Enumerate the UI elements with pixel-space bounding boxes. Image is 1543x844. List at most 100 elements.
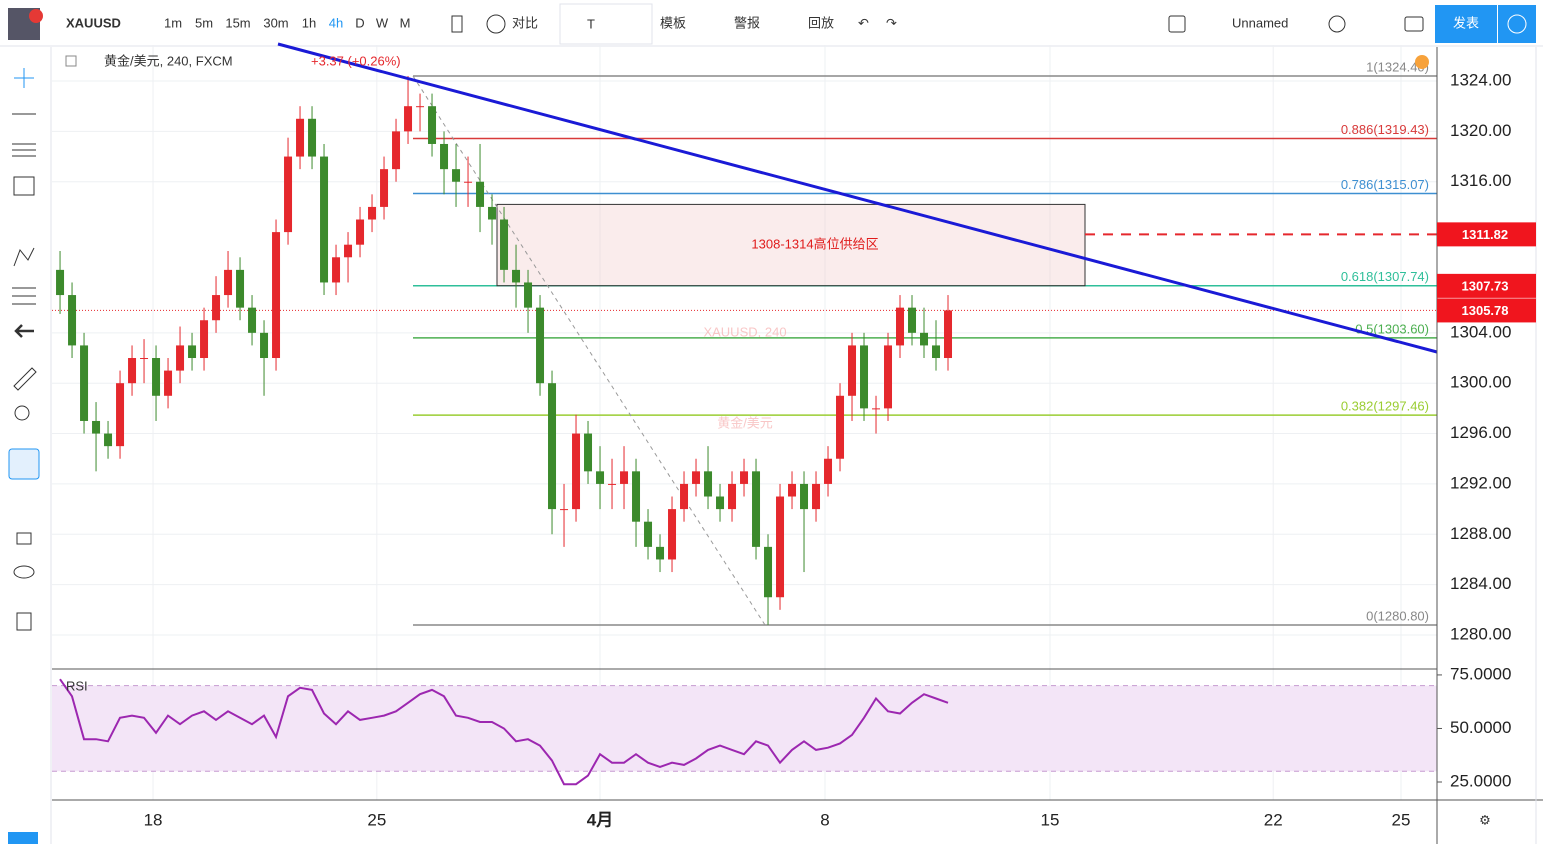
x-tick-label: 8 [820, 810, 829, 829]
zoom-tool[interactable] [14, 405, 30, 421]
chart-type-icon[interactable] [451, 15, 463, 33]
candle-body [488, 206, 497, 220]
fib-tool[interactable] [12, 143, 36, 157]
interval[interactable]: 15m [225, 15, 250, 30]
undo[interactable]: ↶ [858, 15, 869, 30]
interval[interactable]: M [400, 15, 411, 30]
candle-body [224, 269, 233, 296]
text-tool[interactable]: T [587, 16, 595, 31]
candle-body [116, 383, 125, 447]
templates[interactable]: 模板 [660, 15, 686, 30]
trash-tool[interactable] [16, 612, 32, 631]
rsi-line [59, 678, 949, 786]
alert[interactable]: 警报 [734, 15, 760, 30]
pattern-tool[interactable] [13, 247, 35, 267]
candle-body [416, 106, 425, 108]
snapshot[interactable] [1404, 16, 1424, 32]
candle-body [80, 345, 89, 421]
candle-body [692, 471, 701, 484]
candle-body [572, 433, 581, 510]
publish-button[interactable] [1435, 5, 1497, 43]
y-tick-label: 1280.00 [1450, 624, 1511, 643]
magnet-tool[interactable] [8, 448, 40, 480]
rsi-tick-label: 25.0000 [1450, 771, 1511, 790]
candle-body [392, 131, 401, 170]
shape-tool[interactable] [13, 176, 35, 196]
candle-body [92, 420, 101, 434]
crosshair[interactable] [14, 68, 34, 88]
redo[interactable]: ↷ [886, 15, 897, 30]
settings[interactable] [1328, 15, 1346, 33]
sidebar-toggle[interactable] [8, 832, 38, 844]
candle-body [344, 244, 353, 258]
replay[interactable]: 回放 [808, 15, 834, 30]
measure-tool[interactable] [12, 287, 36, 305]
zone-label: 1308-1314高位供给区 [751, 237, 878, 252]
x-tick-label: 22 [1264, 810, 1283, 829]
publish[interactable]: 发表 [1453, 15, 1479, 30]
candle-body [908, 307, 917, 333]
play-icon [1507, 14, 1527, 34]
candle-body [524, 282, 533, 308]
axis-settings[interactable]: ⚙ [1479, 812, 1491, 827]
toolbar [0, 0, 1543, 46]
lock-tool[interactable] [16, 532, 32, 545]
interval[interactable]: 5m [195, 15, 213, 30]
price-label-box [1437, 273, 1536, 298]
watermark: XAUUSD, 240 [703, 324, 786, 339]
fib-label: 0.886(1319.43) [1341, 122, 1429, 137]
fullscreen-box[interactable] [1168, 15, 1186, 33]
candle-body [716, 496, 725, 510]
candle-body [476, 181, 485, 207]
candle-body [800, 483, 809, 510]
interval[interactable]: 4h [329, 15, 343, 30]
rsi-tick-label: 50.0000 [1450, 718, 1511, 737]
alert-dot [1415, 55, 1429, 69]
price-label: 1307.73 [1462, 278, 1509, 293]
candle-body [680, 483, 689, 510]
candle-body [836, 395, 845, 459]
interval[interactable]: D [355, 15, 364, 30]
play-button[interactable] [1498, 5, 1536, 43]
supply-zone [496, 203, 1086, 287]
candle-body [140, 358, 149, 360]
candle-body [272, 232, 281, 359]
y-tick-label: 1288.00 [1450, 524, 1511, 543]
compare-icon[interactable] [486, 14, 506, 34]
candle-body [632, 471, 641, 522]
rsi-band [52, 685, 1437, 772]
candle-body [260, 332, 269, 359]
candle-body [668, 509, 677, 560]
candle-body [728, 483, 737, 510]
layout-name[interactable]: Unnamed [1232, 15, 1288, 30]
collapse-icon[interactable] [65, 55, 77, 67]
candle-body [236, 269, 245, 308]
interval[interactable]: W [376, 15, 389, 30]
symbol[interactable]: XAUUSD [66, 15, 121, 30]
rsi-label[interactable]: RSI [66, 678, 88, 693]
candle-body [596, 471, 605, 484]
candle-body [872, 408, 881, 410]
fib-label: 0.382(1297.46) [1341, 399, 1429, 414]
interval[interactable]: 30m [263, 15, 288, 30]
candle-body [776, 496, 785, 598]
y-tick-label: 1300.00 [1450, 373, 1511, 392]
y-tick-label: 1304.00 [1450, 322, 1511, 341]
ruler-tool[interactable] [13, 367, 37, 391]
interval[interactable]: 1m [164, 15, 182, 30]
fib-label: 0.5(1303.60) [1355, 321, 1429, 336]
trendline [277, 42, 1438, 354]
interval[interactable]: 1h [302, 15, 316, 30]
fib-label: 0(1280.80) [1366, 608, 1429, 623]
candle-body [200, 320, 209, 359]
candle-body [584, 433, 593, 472]
eye-tool[interactable] [13, 565, 35, 579]
back-tool[interactable] [14, 324, 34, 338]
compare[interactable]: 对比 [512, 15, 538, 30]
candle-body [332, 257, 341, 283]
candle-body [644, 521, 653, 547]
watermark: 黄金/美元 [717, 415, 773, 430]
candle-body [896, 307, 905, 346]
y-tick-label: 1296.00 [1450, 423, 1511, 442]
legend-symbol[interactable]: 黄金/美元, 240, FXCM [104, 53, 233, 68]
